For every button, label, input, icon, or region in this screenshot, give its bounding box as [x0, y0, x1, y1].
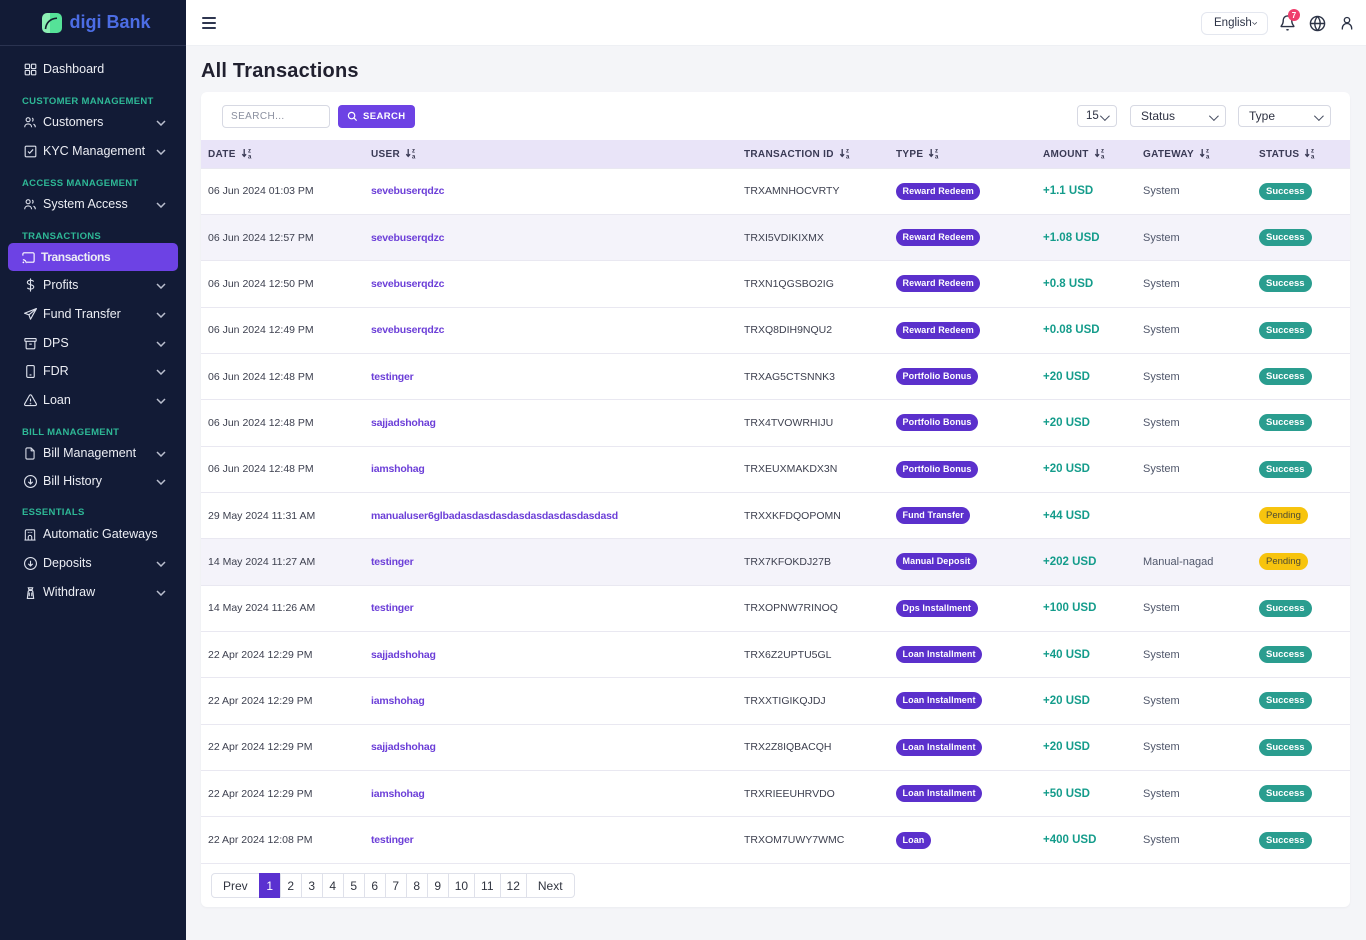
svg-text:a: a	[1311, 154, 1315, 159]
svg-text:z: z	[846, 148, 849, 154]
svg-text:z: z	[1311, 148, 1314, 154]
svg-text:z: z	[412, 148, 415, 154]
svg-text:a: a	[1101, 154, 1105, 159]
svg-text:a: a	[1206, 154, 1210, 159]
svg-text:z: z	[1101, 148, 1104, 154]
svg-text:a: a	[846, 154, 850, 159]
svg-text:z: z	[1206, 148, 1209, 154]
svg-text:a: a	[412, 154, 416, 159]
svg-text:a: a	[248, 154, 252, 159]
svg-text:a: a	[935, 154, 939, 159]
svg-text:z: z	[248, 148, 251, 154]
svg-text:z: z	[935, 148, 938, 154]
